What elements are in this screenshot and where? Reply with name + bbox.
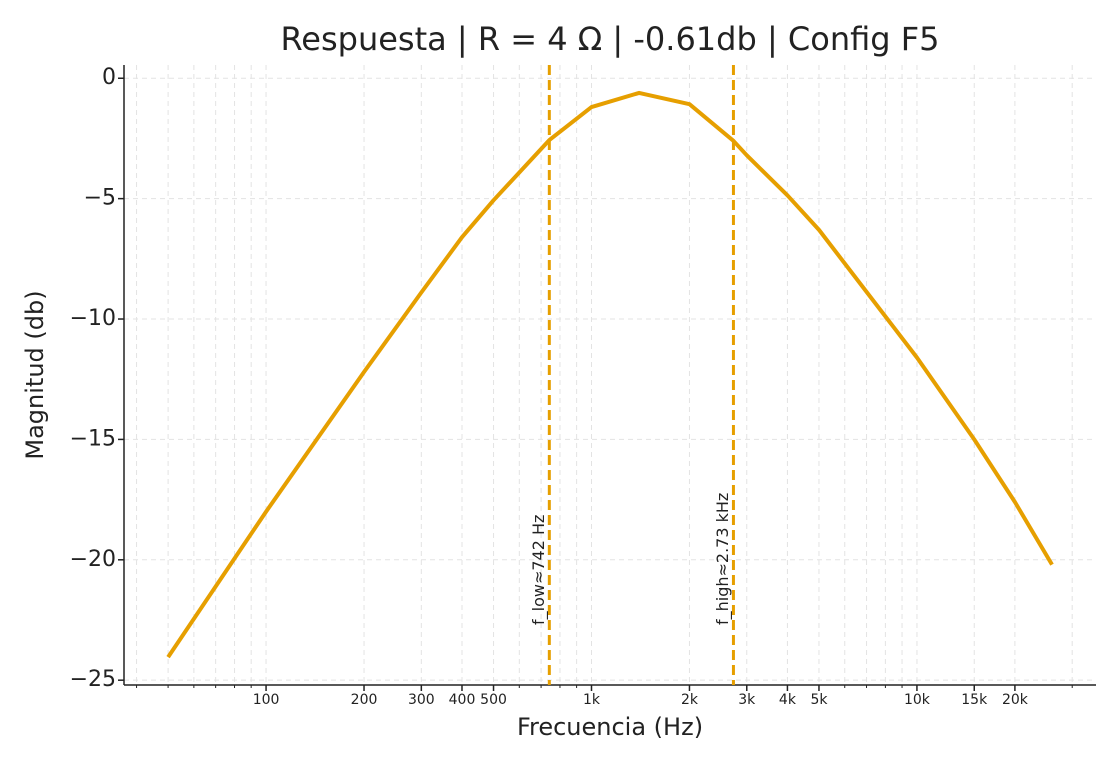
y-tick-label: 0 xyxy=(102,65,116,90)
x-tick-label: 2k xyxy=(681,692,699,708)
x-tick-label: 500 xyxy=(480,692,507,708)
x-tick-label: 100 xyxy=(253,692,280,708)
cutoff-label: f_low≈742 Hz xyxy=(529,515,549,625)
y-tick-label: −15 xyxy=(70,426,116,451)
x-tick-label: 3k xyxy=(738,692,756,708)
x-axis-label: Frecuencia (Hz) xyxy=(517,713,703,741)
x-tick-label: 400 xyxy=(449,692,476,708)
x-tick-label: 20k xyxy=(1002,692,1029,708)
data-line xyxy=(166,90,1054,659)
x-tick-label: 300 xyxy=(408,692,435,708)
x-tick-label: 1k xyxy=(583,692,601,708)
x-tick-label: 10k xyxy=(904,692,931,708)
y-tick-label: −10 xyxy=(70,306,116,331)
x-tick-label: 4k xyxy=(779,692,797,708)
y-tick-label: −25 xyxy=(70,667,116,692)
cutoff-label: f_high≈2.73 kHz xyxy=(713,493,733,625)
chart-title: Respuesta | R = 4 Ω | -0.61db | Config F… xyxy=(280,20,939,58)
x-tick-label: 5k xyxy=(810,692,828,708)
y-axis-label: Magnitud (db) xyxy=(21,290,49,459)
y-tick-label: −5 xyxy=(84,186,116,211)
y-tick-label: −20 xyxy=(70,547,116,572)
x-tick-label: 200 xyxy=(351,692,378,708)
x-tick-label: 15k xyxy=(961,692,988,708)
